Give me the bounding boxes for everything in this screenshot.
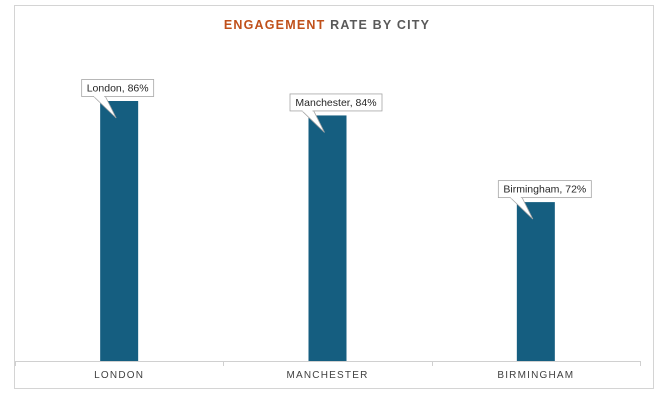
data-label-pointer [92,95,117,119]
plot-area: LONDON London, 86% MANCHESTER Manchester, 8… [15,79,641,381]
data-label-london: London, 86% [87,83,149,95]
data-label-callout: Birmingham, 72% [497,180,592,220]
data-label-manchester: Manchester, 84% [295,97,376,109]
chart-title-highlight: ENGAGEMENT [224,18,326,32]
x-tick-label-manchester: MANCHESTER [286,370,368,381]
x-tick-label-birmingham: BIRMINGHAM [497,370,574,381]
data-label-box [497,180,592,199]
data-label-box [81,79,155,97]
data-label-pointer [509,196,534,220]
bar-manchester [308,115,347,361]
data-label-callout: London, 86% [81,79,155,119]
data-label-pointer [301,110,325,133]
chart-title-rest: RATE BY CITY [325,18,430,32]
x-tick-label-london: LONDON [94,370,144,381]
bar-london [100,101,139,361]
data-label-callout: Manchester, 84% [289,93,383,133]
bar-birmingham [516,202,555,361]
data-label-box [289,93,383,112]
data-label-birmingham: Birmingham, 72% [503,184,586,196]
chart-title: ENGAGEMENT RATE BY CITY [224,18,430,32]
